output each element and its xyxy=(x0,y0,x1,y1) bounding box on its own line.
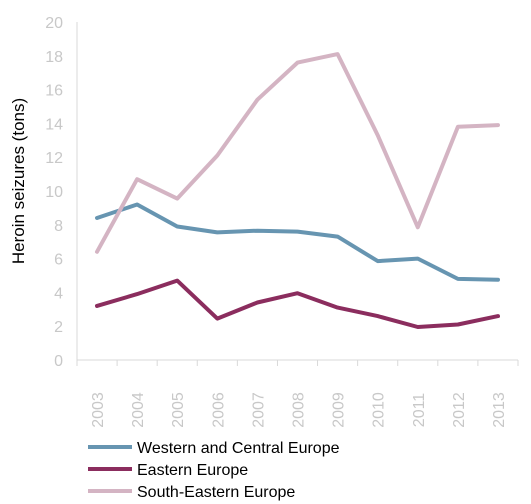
legend: Western and Central Europe Eastern Europe… xyxy=(88,440,340,501)
y-tick-label: 12 xyxy=(45,150,63,167)
y-tick-label: 14 xyxy=(45,116,63,133)
legend-label: Western and Central Europe xyxy=(137,440,340,457)
x-tick-label: 2009 xyxy=(331,392,348,428)
x-tick-label: 2007 xyxy=(250,392,267,428)
x-tick-label: 2013 xyxy=(491,392,508,428)
y-tick-label: 0 xyxy=(54,353,63,370)
y-tick-label: 10 xyxy=(45,184,63,201)
x-tick-label: 2006 xyxy=(210,392,227,428)
y-tick-label: 4 xyxy=(54,285,63,302)
y-tick-label: 20 xyxy=(45,15,63,32)
x-tick-label: 2011 xyxy=(411,393,428,428)
y-tick-label: 8 xyxy=(54,218,63,235)
tick-labels: 0 2 4 6 8 10 12 14 16 18 20 2003 2004 2005 2006 2007 200… xyxy=(45,15,508,428)
legend-label: South-Eastern Europe xyxy=(137,484,295,501)
y-tick-label: 18 xyxy=(45,49,63,66)
series-line-south-eastern-europe xyxy=(95,52,500,254)
x-tick-label: 2010 xyxy=(371,392,388,428)
axes xyxy=(76,22,519,366)
x-tick-label: 2012 xyxy=(451,392,468,428)
y-tick-label: 16 xyxy=(45,83,63,100)
series-lines xyxy=(95,52,500,329)
x-tick-label: 2003 xyxy=(90,392,107,428)
x-tick-label: 2004 xyxy=(130,392,147,428)
y-tick-label: 2 xyxy=(54,319,63,336)
x-tick-label: 2008 xyxy=(291,392,308,428)
y-axis-title: Heroin seizures (tons) xyxy=(9,98,28,264)
y-tick-label: 6 xyxy=(54,252,63,269)
x-tick-label: 2005 xyxy=(170,392,187,428)
legend-label: Eastern Europe xyxy=(137,462,248,479)
series-line-eastern-europe xyxy=(95,278,500,329)
series-line-western-and-central-europe xyxy=(95,202,500,282)
